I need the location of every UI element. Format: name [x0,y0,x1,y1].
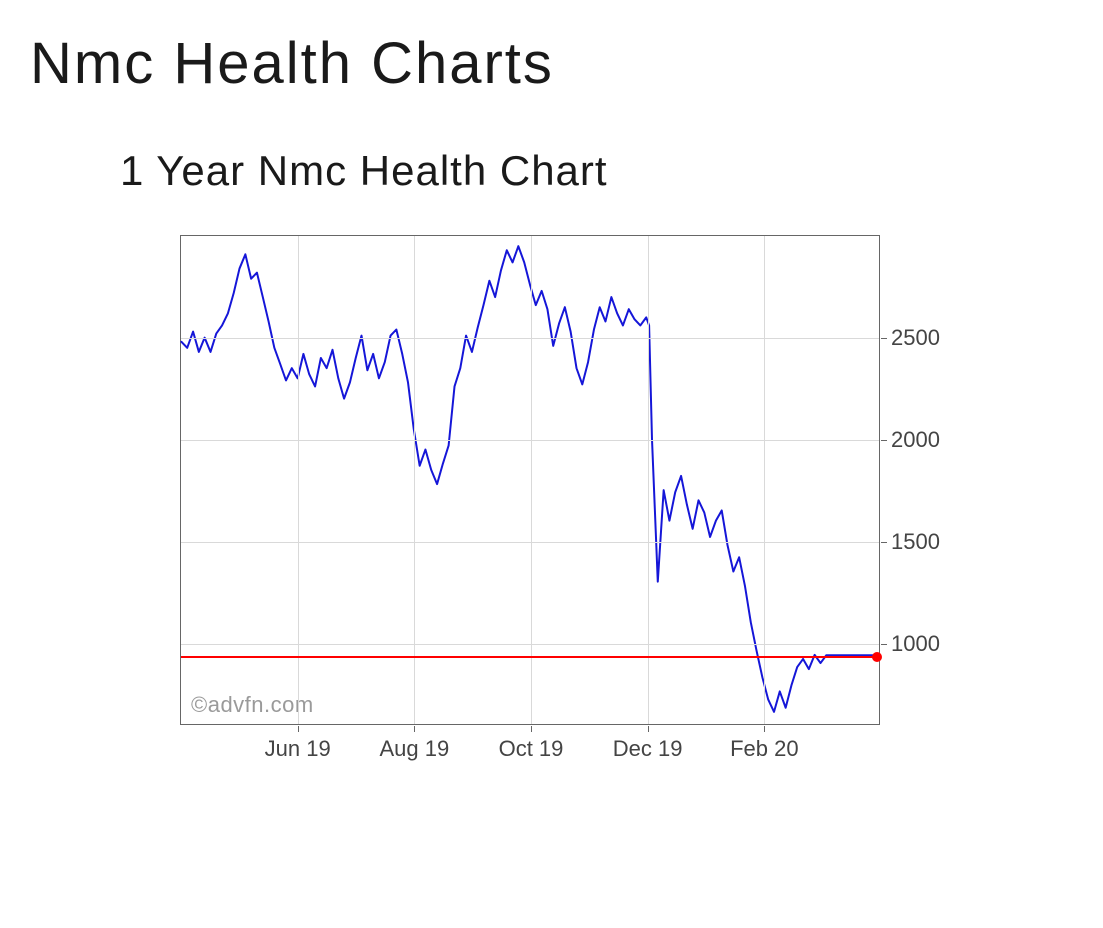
chart-container: ©advfn.com 1000150020002500Jun 19Aug 19O… [180,235,1000,725]
grid-line-vertical [414,236,415,724]
main-title: Nmc Health Charts [30,30,1073,97]
x-axis-tick-label: Feb 20 [730,736,799,762]
grid-line-vertical [764,236,765,724]
grid-line-horizontal [181,338,879,339]
grid-line-horizontal [181,542,879,543]
x-axis-tick-label: Dec 19 [613,736,683,762]
end-marker-dot [872,652,882,662]
grid-line-vertical [531,236,532,724]
x-axis-tick-label: Oct 19 [499,736,564,762]
sub-title: 1 Year Nmc Health Chart [120,147,1073,195]
page-root: Nmc Health Charts 1 Year Nmc Health Char… [0,0,1103,928]
reference-line [181,656,879,658]
grid-line-vertical [298,236,299,724]
x-axis-tick-label: Jun 19 [265,736,331,762]
x-axis-tick-mark [764,726,765,732]
grid-line-horizontal [181,644,879,645]
x-axis-tick-mark [414,726,415,732]
x-axis-tick-mark [531,726,532,732]
y-axis-tick-mark [881,644,887,645]
price-line-svg [181,236,879,724]
y-axis-tick-mark [881,542,887,543]
grid-line-horizontal [181,440,879,441]
y-axis-tick-label: 2500 [891,325,940,351]
chart-plot-area: ©advfn.com 1000150020002500Jun 19Aug 19O… [180,235,880,725]
price-series-line [181,246,878,712]
grid-line-vertical [648,236,649,724]
y-axis-tick-label: 2000 [891,427,940,453]
x-axis-tick-label: Aug 19 [379,736,449,762]
y-axis-tick-label: 1000 [891,631,940,657]
x-axis-tick-mark [648,726,649,732]
y-axis-tick-mark [881,440,887,441]
y-axis-tick-mark [881,338,887,339]
x-axis-tick-mark [298,726,299,732]
chart-watermark: ©advfn.com [191,692,314,718]
y-axis-tick-label: 1500 [891,529,940,555]
